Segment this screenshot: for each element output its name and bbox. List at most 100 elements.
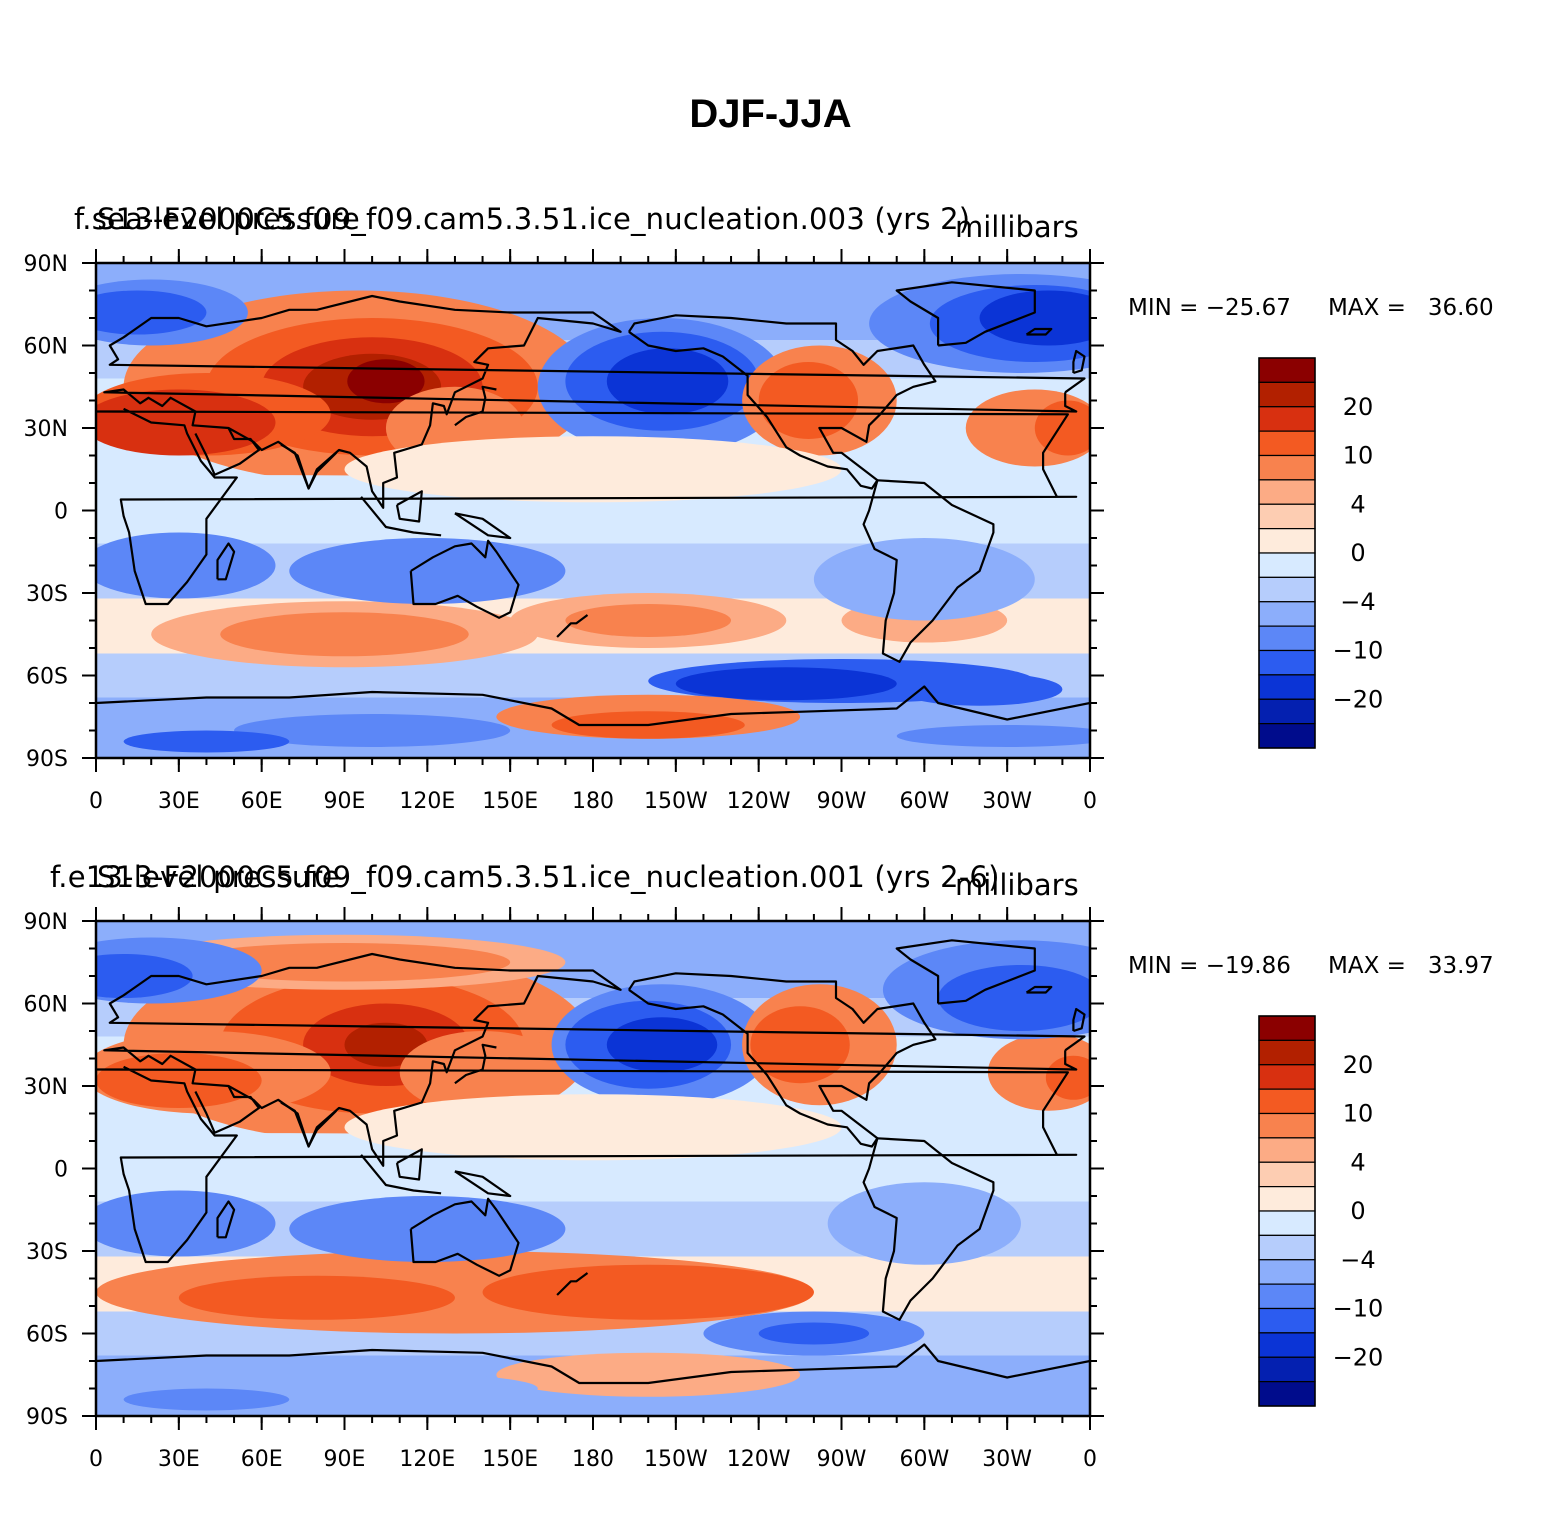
field-contour	[344, 1094, 842, 1161]
panel-left-title: f.e13-level pressure	[50, 860, 340, 894]
coastline	[1025, 327, 1053, 336]
colorbar-swatch	[1258, 1112, 1316, 1139]
panel-center-title: S13-F2000C5.f09_f09.cam5.3.51.ice_nuclea…	[97, 202, 971, 236]
x-tick-label: 90W	[817, 789, 867, 814]
colorbar-swatch	[1258, 1381, 1316, 1407]
field-contour	[896, 725, 1090, 747]
field-contour	[606, 348, 729, 415]
field-contour	[96, 290, 207, 335]
y-tick-label: 90S	[26, 1405, 68, 1430]
colorbar-label: 10	[1343, 1100, 1374, 1128]
coastline	[360, 1154, 442, 1195]
coastline	[454, 512, 512, 540]
field-contour	[896, 672, 1063, 706]
field-contour	[675, 667, 897, 701]
colorbar-swatch	[1258, 381, 1316, 408]
colorbar-frame	[1258, 1015, 1316, 1407]
max-label: MAX = 36.60	[1328, 295, 1494, 321]
field-contour	[96, 954, 193, 998]
field-contour	[606, 1017, 718, 1073]
colorbar-swatch	[1258, 430, 1316, 457]
colorbar-label: 0	[1350, 1197, 1365, 1225]
coastline	[556, 614, 589, 638]
field-contour	[938, 965, 1090, 1031]
coastline	[280, 443, 337, 490]
colorbar-swatch	[1258, 1088, 1316, 1115]
coastline	[96, 1065, 1078, 1264]
coastline	[280, 1101, 337, 1148]
coastline	[395, 1148, 423, 1181]
colorbar-swatch	[1258, 503, 1316, 530]
colorbar-swatch	[1258, 601, 1316, 627]
coastline	[103, 952, 1086, 1167]
colorbar-label: −20	[1333, 685, 1384, 713]
x-tick-label: 120E	[399, 1447, 455, 1472]
y-tick-label: 60S	[26, 665, 68, 690]
colorbar-swatch	[1258, 479, 1316, 505]
y-tick-label: 90S	[26, 747, 68, 772]
coastline	[1072, 1007, 1086, 1033]
colorbar-swatch	[1258, 625, 1316, 652]
coastline	[216, 542, 236, 581]
coastline	[194, 427, 260, 476]
x-tick-label: 60W	[899, 789, 949, 814]
field-contour	[234, 714, 511, 747]
panel-left-title: f.sea-level pressure	[74, 202, 360, 236]
x-tick-label: 0	[1083, 789, 1097, 814]
coastline	[454, 1170, 512, 1198]
coastline	[1072, 349, 1086, 375]
colorbar-swatch	[1258, 1307, 1316, 1334]
y-tick-label: 90N	[24, 252, 68, 277]
coastline	[862, 1137, 995, 1321]
x-tick-label: 0	[89, 789, 103, 814]
colorbar-swatch	[1258, 1186, 1316, 1212]
x-tick-label: 30E	[158, 789, 200, 814]
y-tick-label: 0	[54, 1158, 68, 1183]
field-contour	[96, 532, 276, 599]
field-contour	[206, 1372, 538, 1405]
map-panel-bottom: S13-F2000C5.f09_f09.cam5.3.51.ice_nuclea…	[0, 658, 1541, 1472]
min-label: MIN = −25.67	[1128, 295, 1291, 321]
field-contour	[96, 1053, 262, 1108]
x-tick-label: 90E	[324, 1447, 366, 1472]
coastline	[627, 314, 937, 490]
field-contour	[123, 730, 290, 753]
colorbar-label: 0	[1350, 539, 1365, 567]
x-tick-label: 180	[572, 789, 614, 814]
colorbar-swatch	[1258, 1015, 1316, 1041]
colorbar-swatch	[1258, 1356, 1316, 1383]
y-tick-label: 60N	[24, 993, 68, 1018]
colorbar-swatch	[1258, 1332, 1316, 1358]
x-tick-label: 60E	[241, 789, 283, 814]
x-tick-label: 150W	[644, 789, 708, 814]
colorbar-label: 4	[1350, 1148, 1365, 1176]
coastlines	[96, 939, 1090, 1385]
panel-units: millibars	[955, 868, 1079, 902]
tick-marks	[82, 907, 1104, 1430]
colorbar-swatch	[1258, 406, 1316, 432]
colorbar-swatch	[1258, 1161, 1316, 1188]
y-tick-label: 60S	[26, 1323, 68, 1348]
y-tick-label: 60N	[24, 335, 68, 360]
coastline	[895, 939, 1036, 1005]
x-tick-label: 90W	[817, 1447, 867, 1472]
colorbar-label: 4	[1350, 490, 1365, 518]
x-tick-label: 180	[572, 1447, 614, 1472]
x-tick-label: 120W	[727, 1447, 791, 1472]
field-contour	[482, 1264, 814, 1320]
colorbar-swatch	[1258, 1137, 1316, 1163]
field-contour	[289, 538, 566, 604]
field-contour	[399, 1031, 566, 1114]
field-contour	[758, 362, 859, 439]
x-tick-label: 30W	[982, 789, 1032, 814]
coastline	[96, 407, 1078, 606]
coastline	[194, 1085, 260, 1134]
coastline	[103, 294, 1086, 509]
colorbar-swatch	[1258, 1259, 1316, 1285]
field-contour	[344, 436, 842, 503]
field-contour	[979, 290, 1090, 346]
colorbar-swatch	[1258, 1234, 1316, 1261]
main-title: DJF-JJA	[689, 92, 852, 136]
x-tick-label: 60E	[241, 1447, 283, 1472]
tick-marks	[82, 249, 1104, 772]
